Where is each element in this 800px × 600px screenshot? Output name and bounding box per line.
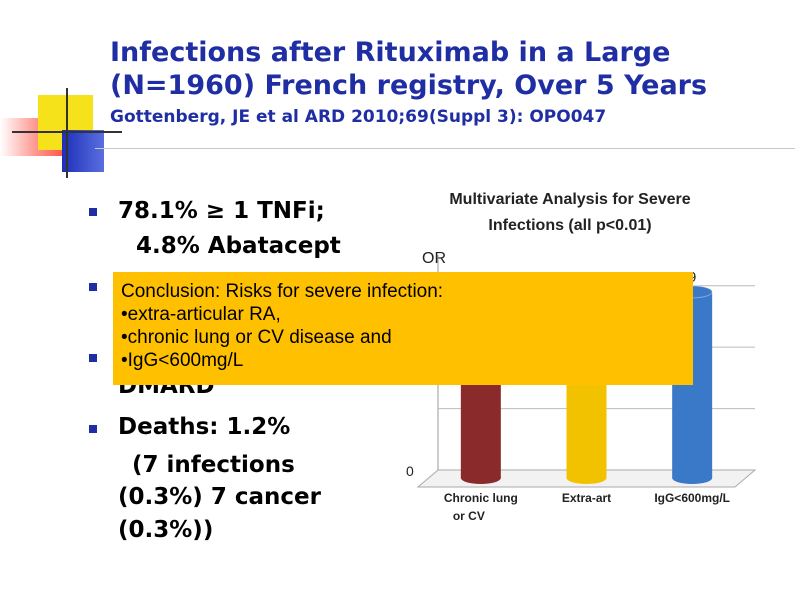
bullet-text: 4.8% Abatacept (136, 233, 341, 259)
slide-subtitle: Gottenberg, JE et al ARD 2010;69(Suppl 3… (110, 107, 607, 127)
bar-base (566, 472, 607, 484)
chart-title-line-2: Infections (all p<0.01) (488, 217, 651, 234)
bullet-marker (89, 283, 97, 291)
bullet-text: Deaths: 1.2% (118, 414, 291, 440)
decor-blue-block (62, 130, 104, 172)
conclusion-callout: Conclusion: Risks for severe infection: … (113, 272, 693, 385)
bullet-text: DMARD (118, 373, 215, 399)
x-tick-label: IgG<600mg/L (654, 491, 730, 505)
bullet-text: (7 infections (132, 452, 295, 478)
callout-line: •extra-articular RA, (121, 304, 281, 325)
x-tick-label: Chronic lung (444, 491, 518, 505)
x-tick-label: Extra-art (562, 491, 611, 505)
bullet-text: (0.3%) 7 cancer (118, 484, 321, 510)
y-tick-label: 0 (406, 463, 414, 479)
bullet-text: (0.3%)) (118, 517, 214, 543)
callout-line: •chronic lung or CV disease and (121, 327, 392, 348)
callout-line: Conclusion: Risks for severe infection: (121, 281, 444, 302)
callout-line: •IgG<600mg/L (121, 350, 244, 371)
bar-base (460, 472, 501, 484)
y-axis-label: OR (422, 250, 446, 267)
slide-title: Infections after Rituximab in a Large (N… (110, 37, 708, 101)
bar-base (672, 472, 713, 484)
title-divider (95, 148, 795, 149)
x-axis-labels: Chronic lung or CV Extra-art IgG<600mg/L (444, 491, 730, 523)
bullet-marker (89, 425, 97, 433)
bullet-text: 78.1% ≥ 1 TNFi; (118, 198, 325, 224)
bullet-marker (89, 354, 97, 362)
x-tick-label: or CV (453, 509, 485, 523)
decor-vertical-line (66, 88, 68, 178)
bullet-marker (89, 208, 97, 216)
y-axis-ticks: 0 (406, 463, 414, 479)
decor-horizontal-line (12, 131, 122, 133)
chart-title: Multivariate Analysis for Severe (449, 191, 690, 208)
